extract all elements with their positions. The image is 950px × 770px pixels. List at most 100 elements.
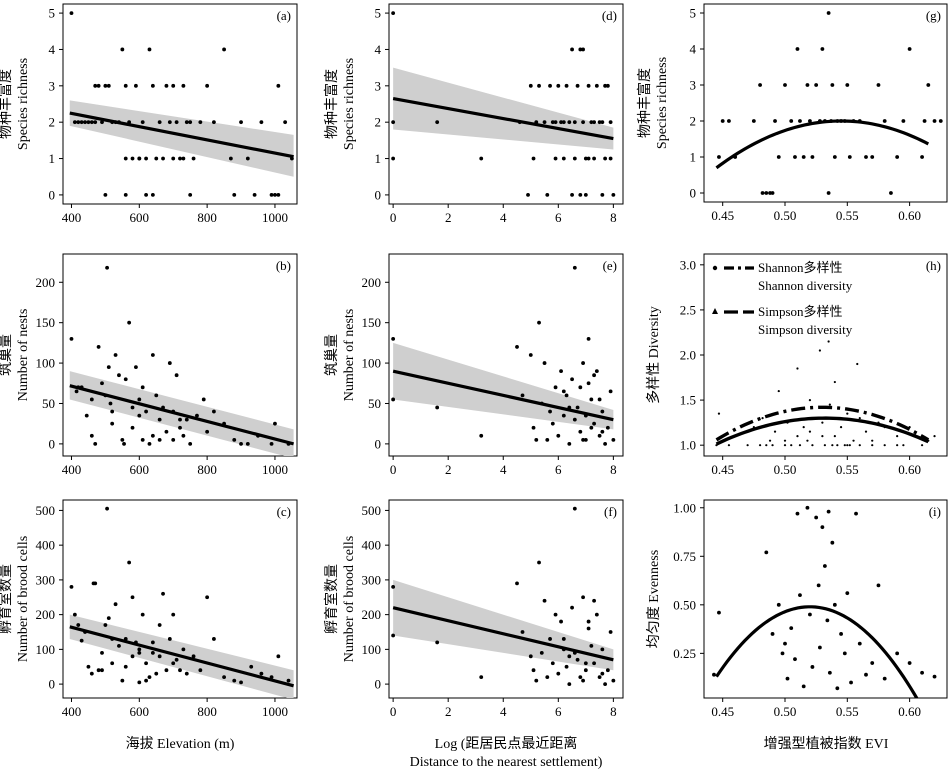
data-point: [435, 640, 440, 645]
x-axis-title: 增强型植被指数 EVI: [764, 736, 889, 752]
data-point: [531, 425, 536, 430]
x-tick-label: 400: [62, 462, 82, 477]
plot-area: [69, 506, 295, 698]
data-point: [130, 654, 135, 659]
data-point: [83, 630, 87, 634]
x-axis-title: 海拔 Elevation (m): [126, 736, 235, 752]
data-point: [783, 83, 787, 87]
data-point: [758, 83, 762, 87]
data-point: [123, 377, 128, 382]
data-point: [144, 409, 148, 414]
x-tick-label: 600: [130, 704, 150, 719]
data-point: [391, 633, 396, 638]
data-point: [559, 120, 563, 125]
x-tick-label: 0.60: [898, 208, 921, 223]
data-point: [727, 119, 731, 123]
data-point: [105, 265, 109, 270]
data-point: [120, 47, 125, 52]
data-point: [586, 83, 591, 88]
y-axis-title: 物种丰富度: [636, 68, 653, 138]
plot-area: [715, 11, 943, 195]
data-point: [561, 120, 566, 125]
data-point: [79, 638, 84, 643]
data-point: [597, 120, 602, 125]
y-tick-label: 400: [362, 538, 382, 553]
data-point: [526, 193, 530, 197]
data-point: [821, 421, 824, 424]
data-point: [839, 426, 843, 429]
data-point: [147, 441, 152, 446]
y-tick-label: 400: [36, 538, 56, 553]
x-tick-label: 0.55: [836, 704, 859, 719]
data-point: [852, 439, 855, 442]
panel-e: (e) 0 2 4 6 8 0 50 100 150 200 筑巢量 Number of nests: [324, 253, 624, 477]
data-point: [600, 409, 605, 414]
panel-label: (e): [603, 258, 617, 273]
data-point: [600, 120, 605, 125]
data-point: [594, 612, 599, 617]
data-point: [100, 381, 104, 386]
y-tick-label: 0.75: [673, 549, 696, 564]
data-point: [391, 120, 396, 125]
data-point: [805, 505, 810, 510]
y-axis-title: Number of nests: [16, 309, 31, 402]
data-point: [171, 612, 176, 617]
data-point: [826, 11, 831, 15]
data-point: [76, 623, 81, 627]
data-point: [154, 156, 159, 161]
plot-area: [391, 506, 616, 687]
data-point: [835, 686, 840, 691]
data-point: [833, 435, 836, 438]
data-point: [826, 191, 831, 195]
data-point: [93, 83, 98, 88]
data-point: [157, 654, 162, 659]
data-point: [520, 630, 525, 634]
data-point: [479, 675, 484, 680]
data-point: [69, 11, 74, 15]
plot-frame: [703, 3, 948, 203]
data-point: [113, 602, 118, 607]
data-point: [808, 430, 812, 433]
plot-area: [715, 340, 936, 447]
data-point: [154, 393, 159, 398]
data-point: [603, 682, 608, 687]
data-point: [89, 120, 94, 125]
data-point: [171, 437, 176, 442]
data-point: [528, 654, 533, 659]
data-point: [592, 373, 596, 378]
fit-line: [69, 111, 294, 159]
data-point: [178, 417, 182, 422]
y-tick-label: 300: [36, 572, 56, 587]
data-point: [113, 353, 118, 357]
data-point: [592, 120, 596, 125]
data-point: [583, 156, 588, 161]
data-point: [793, 657, 797, 662]
x-tick-label: 8: [610, 704, 617, 719]
fit-curve: [715, 405, 930, 442]
y-tick-label: 200: [36, 607, 56, 622]
data-point: [120, 437, 125, 442]
data-point: [164, 668, 169, 673]
data-point: [798, 444, 802, 447]
data-point: [110, 120, 115, 125]
data-point: [93, 120, 98, 125]
data-point: [245, 441, 250, 446]
data-point: [391, 584, 396, 589]
data-point: [581, 678, 585, 683]
data-point: [130, 405, 135, 410]
data-point: [559, 619, 563, 624]
data-point: [564, 83, 569, 88]
data-point: [830, 540, 835, 545]
data-point: [83, 120, 87, 125]
plot-area: [712, 505, 937, 698]
data-point: [137, 680, 142, 685]
data-point: [110, 421, 115, 426]
data-point: [831, 444, 834, 447]
data-point: [534, 120, 539, 125]
data-point: [140, 612, 145, 617]
data-point: [167, 637, 172, 641]
data-point: [184, 417, 189, 422]
data-point: [286, 678, 291, 683]
data-point: [871, 444, 874, 447]
